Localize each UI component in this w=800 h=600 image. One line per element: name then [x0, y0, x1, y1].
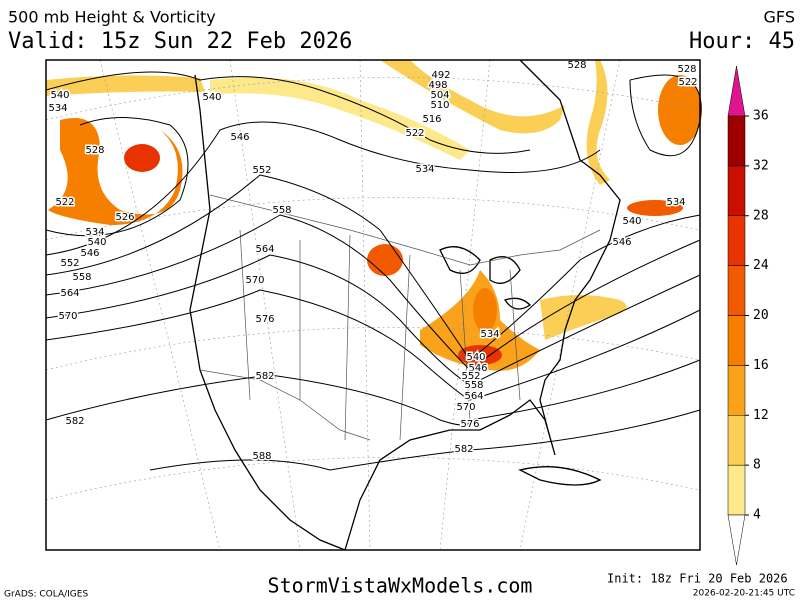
- colorbar-tick-label: 32: [753, 158, 769, 173]
- colorbar-band: [727, 115, 746, 167]
- colorbar-band: [727, 365, 746, 416]
- colorbar-tick-label: 36: [753, 109, 769, 124]
- contour-label: 558: [272, 205, 291, 216]
- vort-area: [367, 244, 403, 276]
- colorbar-tick-label: 28: [753, 208, 769, 223]
- init-time: Init: 18z Fri 20 Feb 2026: [607, 572, 788, 586]
- contour-label: 564: [464, 391, 483, 402]
- contour-label: 582: [454, 444, 473, 455]
- contour-label: 526: [115, 212, 134, 223]
- contour-label: 576: [460, 419, 479, 430]
- political-borders: [199, 194, 601, 441]
- vort-area: [48, 118, 183, 225]
- contour-label: 564: [255, 244, 274, 255]
- model-name: GFS: [764, 8, 795, 27]
- graticule: [45, 59, 701, 551]
- colorbar-tick-label: 4: [753, 508, 761, 523]
- colorbar-tick-label: 16: [753, 358, 769, 373]
- contour-label: 510: [430, 100, 449, 111]
- vorticity-shading: [46, 60, 702, 371]
- contour-label: 528: [85, 145, 104, 156]
- contour-label: 552: [252, 165, 271, 176]
- contour-label: 588: [252, 451, 271, 462]
- map: 5405345285225265345405465525585645705825…: [45, 59, 702, 551]
- contour-label: 546: [230, 132, 249, 143]
- colorbar-tick-label: 20: [753, 308, 769, 323]
- forecast-hour: Hour: 45: [689, 29, 795, 54]
- colorbar-band: [727, 464, 746, 516]
- vort-area: [380, 60, 565, 134]
- colorbar-band: [727, 265, 746, 316]
- colorbar-band: [727, 215, 746, 266]
- colorbar-tick-label: 8: [753, 458, 761, 473]
- vort-area: [473, 288, 497, 332]
- contour-label: 552: [461, 371, 480, 382]
- contour-label: 534: [48, 103, 67, 114]
- contour-label: 552: [60, 258, 79, 269]
- vort-area: [458, 345, 502, 365]
- contour-label: 540: [87, 237, 106, 248]
- contour-label: 528: [677, 64, 696, 75]
- colorbar-band: [727, 415, 746, 466]
- vort-area: [658, 75, 702, 145]
- vort-area: [124, 144, 160, 172]
- contour-label: 540: [202, 92, 221, 103]
- colorbar-over: [727, 65, 746, 117]
- height-contours: [45, 71, 702, 471]
- vort-area: [540, 295, 627, 340]
- valid-time: Valid: 15z Sun 22 Feb 2026: [8, 29, 352, 54]
- contour-label: 558: [464, 380, 483, 391]
- contour-label: 534: [415, 164, 434, 175]
- contour-label: 546: [612, 237, 631, 248]
- contour-label: 576: [255, 314, 274, 325]
- contour-label: 582: [65, 416, 84, 427]
- map-title: 500 mb Height & Vorticity: [8, 8, 216, 27]
- contour-label: 522: [678, 77, 697, 88]
- colorbar-band: [727, 315, 746, 366]
- contour-label: 522: [405, 128, 424, 139]
- contour-label: 504: [430, 90, 449, 101]
- colorbar-tick-label: 12: [753, 408, 769, 423]
- contour-label: 558: [72, 272, 91, 283]
- contour-label: 570: [245, 275, 264, 286]
- contour-label: 534: [666, 197, 685, 208]
- contour-label: 582: [255, 371, 274, 382]
- timestamp: 2026-02-20-21:45 UTC: [693, 589, 795, 599]
- contour-label: 540: [466, 352, 485, 363]
- contour-label: 546: [468, 363, 487, 374]
- colorbar-band: [727, 165, 746, 216]
- contour-label: 546: [80, 248, 99, 259]
- colorbar: 4 8 12 16 20 24 28 32 36: [727, 65, 769, 566]
- contour-label: 522: [55, 197, 74, 208]
- grads-credit: GrADS: COLA/IGES: [4, 590, 88, 600]
- vort-area: [586, 60, 610, 185]
- map-frame: [45, 59, 701, 551]
- contour-label: 564: [60, 288, 79, 299]
- contour-label: 528: [567, 60, 586, 71]
- colorbar-tick-label: 24: [753, 258, 769, 273]
- contour-label: 570: [456, 402, 475, 413]
- contour-label: 498: [428, 80, 447, 91]
- site-name: StormVistaWxModels.com: [268, 574, 533, 598]
- contour-label: 516: [422, 114, 441, 125]
- contour-label: 534: [480, 329, 499, 340]
- contour-label: 570: [58, 311, 77, 322]
- contour-label: 534: [85, 227, 104, 238]
- vort-area: [46, 75, 205, 96]
- contour-label: 540: [622, 216, 641, 227]
- colorbar-under: [727, 514, 746, 566]
- contour-labels: 5405345285225265345405465525585645705825…: [47, 59, 699, 464]
- vort-area: [627, 200, 683, 216]
- contour-label: 492: [431, 70, 450, 81]
- contour-label: 540: [50, 90, 69, 101]
- vort-area: [210, 77, 470, 160]
